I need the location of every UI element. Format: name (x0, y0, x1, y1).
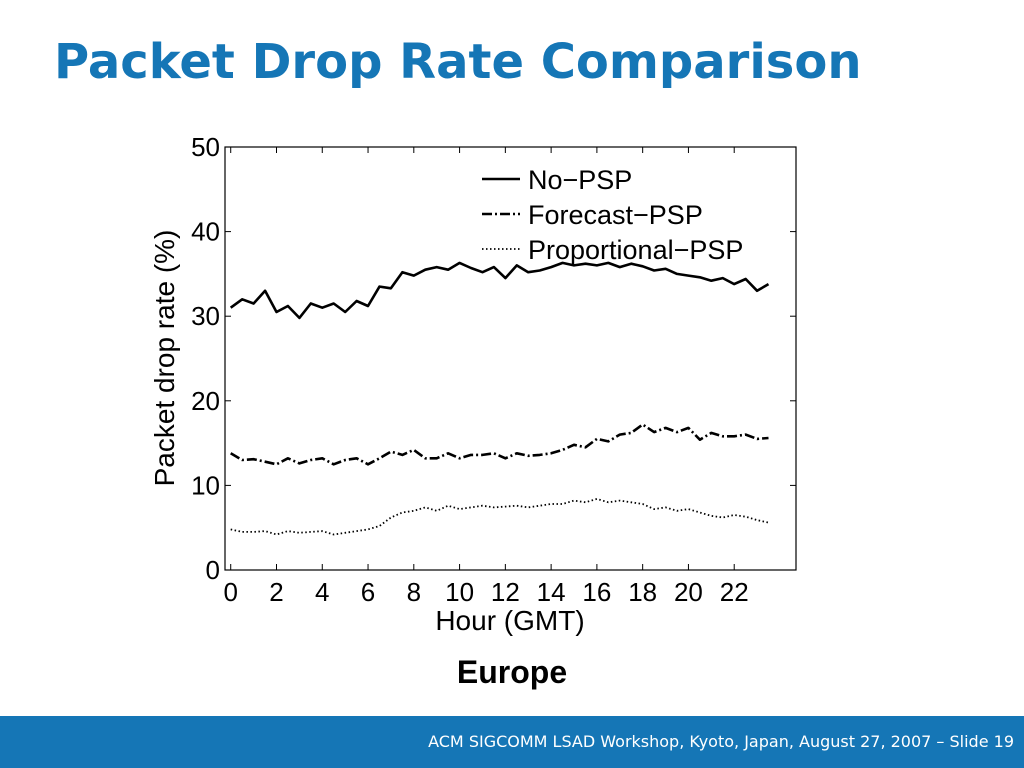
x-axis-label: Hour (GMT) (435, 605, 584, 636)
series-line-0 (229, 261, 770, 320)
legend: No−PSP Forecast−PSP Proportional−PSP (482, 165, 743, 265)
x-tick-label: 12 (491, 577, 520, 607)
footer-text: ACM SIGCOMM LSAD Workshop, Kyoto, Japan,… (428, 732, 1014, 751)
x-tick-label: 0 (223, 577, 237, 607)
x-tick-label: 2 (269, 577, 283, 607)
slide-title: Packet Drop Rate Comparison (54, 34, 862, 90)
x-tick-label: 6 (361, 577, 375, 607)
x-tick-label: 8 (407, 577, 421, 607)
x-tick-label: 18 (628, 577, 657, 607)
plot-area: 0 2 4 6 8 10 12 14 16 18 20 22 0 10 20 30 40 50 (191, 132, 797, 607)
plot-frame (224, 146, 797, 571)
footer-bar: ACM SIGCOMM LSAD Workshop, Kyoto, Japan,… (0, 716, 1024, 768)
legend-label: No−PSP (528, 165, 632, 195)
y-tick-label: 40 (191, 217, 220, 247)
x-tick-label: 14 (537, 577, 566, 607)
y-tick-label: 30 (191, 301, 220, 331)
y-tick-label: 20 (191, 386, 220, 416)
x-tick-label: 16 (582, 577, 611, 607)
x-tick-label: 4 (315, 577, 329, 607)
x-tick-label: 20 (674, 577, 703, 607)
y-tick-label: 0 (206, 555, 220, 585)
legend-label: Proportional−PSP (528, 235, 743, 265)
y-ticks: 0 10 20 30 40 50 (191, 132, 796, 585)
legend-label: Forecast−PSP (528, 200, 703, 230)
series-lines (229, 261, 770, 536)
drop-rate-chart: 0 2 4 6 8 10 12 14 16 18 20 22 0 10 20 30 40 50 Hour (GM… (149, 132, 797, 636)
chart-caption: Europe (456, 654, 568, 690)
y-tick-label: 50 (191, 132, 220, 162)
series-line-1 (230, 423, 769, 466)
x-tick-label: 22 (720, 577, 749, 607)
y-tick-label: 10 (191, 470, 220, 500)
x-ticks: 0 2 4 6 8 10 12 14 16 18 20 22 (223, 147, 749, 607)
y-axis-label: Packet drop rate (%) (149, 230, 180, 487)
x-tick-label: 10 (445, 577, 474, 607)
